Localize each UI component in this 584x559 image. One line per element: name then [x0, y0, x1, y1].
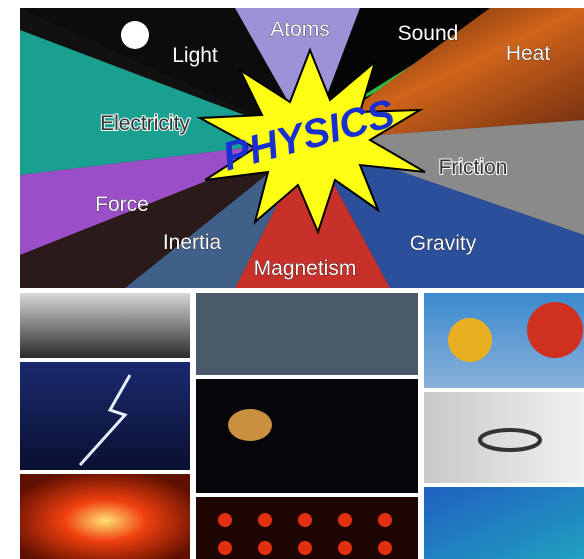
topic-label: Electricity: [100, 112, 190, 135]
balloon: [448, 318, 492, 362]
balloon: [527, 302, 583, 358]
photo-car-simulation: [424, 487, 584, 559]
topic-label: Heat: [506, 42, 551, 65]
topic-label: Magnetism: [254, 257, 357, 280]
physics-collage: PHYSICS Light Atoms Sound Heat Electrici…: [0, 0, 584, 559]
topic-label: Sound: [398, 22, 459, 45]
banner: PHYSICS Light Atoms Sound Heat Electrici…: [20, 8, 584, 288]
galaxy: [228, 409, 272, 441]
photo-grid: [20, 293, 584, 559]
photo-galaxy: [196, 379, 418, 493]
photo-spinning-top: [424, 392, 584, 483]
photo-explosion: [20, 474, 190, 559]
photo-machine: [196, 293, 418, 375]
topic-label: Atoms: [270, 18, 330, 41]
topic-label: Light: [172, 44, 218, 67]
photo-lightning: [20, 362, 190, 470]
bulb: [121, 21, 149, 49]
topic-label: Force: [95, 193, 149, 216]
topic-label: Gravity: [410, 232, 477, 255]
topic-label: Inertia: [163, 231, 222, 254]
photo-rainbow: [20, 293, 190, 358]
topic-label: Friction: [439, 156, 508, 179]
